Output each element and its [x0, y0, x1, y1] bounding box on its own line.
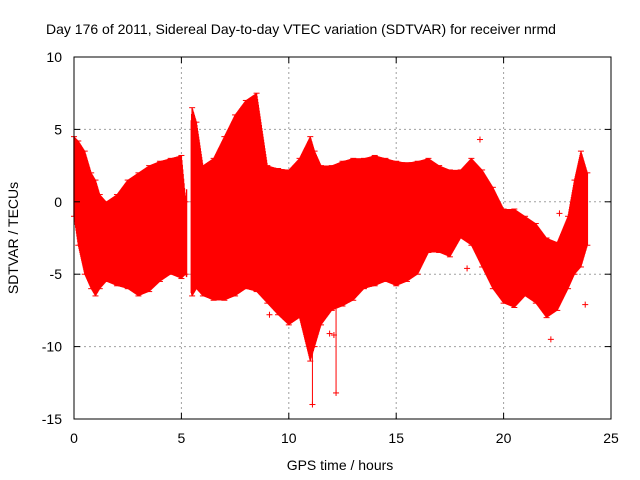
x-tick-label: 20 [496, 430, 512, 446]
axis-ticks: 0 5 10 15 20 25 -15 -10 -5 0 5 10 [42, 49, 619, 446]
outlier-marker [266, 311, 273, 318]
x-tick-label: 0 [70, 430, 78, 446]
x-axis-label: GPS time / hours [287, 457, 394, 473]
y-tick-label: -5 [50, 266, 63, 282]
y-tick-label: -15 [42, 411, 62, 427]
x-tick-label: 15 [388, 430, 404, 446]
y-axis-label: SDTVAR / TECUs [5, 182, 21, 294]
y-tick-label: 0 [54, 194, 62, 210]
data-band [71, 92, 591, 362]
y-tick-label: -10 [42, 339, 62, 355]
chart-title: Day 176 of 2011, Sidereal Day-to-day VTE… [46, 21, 556, 37]
outlier-points [266, 136, 589, 408]
x-tick-label: 10 [281, 430, 297, 446]
y-tick-label: 10 [46, 49, 62, 65]
x-tick-label: 5 [178, 430, 186, 446]
plot-frame [73, 56, 612, 420]
outlier-marker [582, 301, 589, 308]
outlier-marker [556, 210, 563, 217]
x-tick-label: 25 [603, 430, 619, 446]
y-tick-label: 5 [54, 121, 62, 137]
outlier-marker [547, 336, 554, 343]
outlier-marker [476, 136, 483, 143]
outlier-marker [464, 265, 471, 272]
outlier-marker [326, 330, 333, 337]
